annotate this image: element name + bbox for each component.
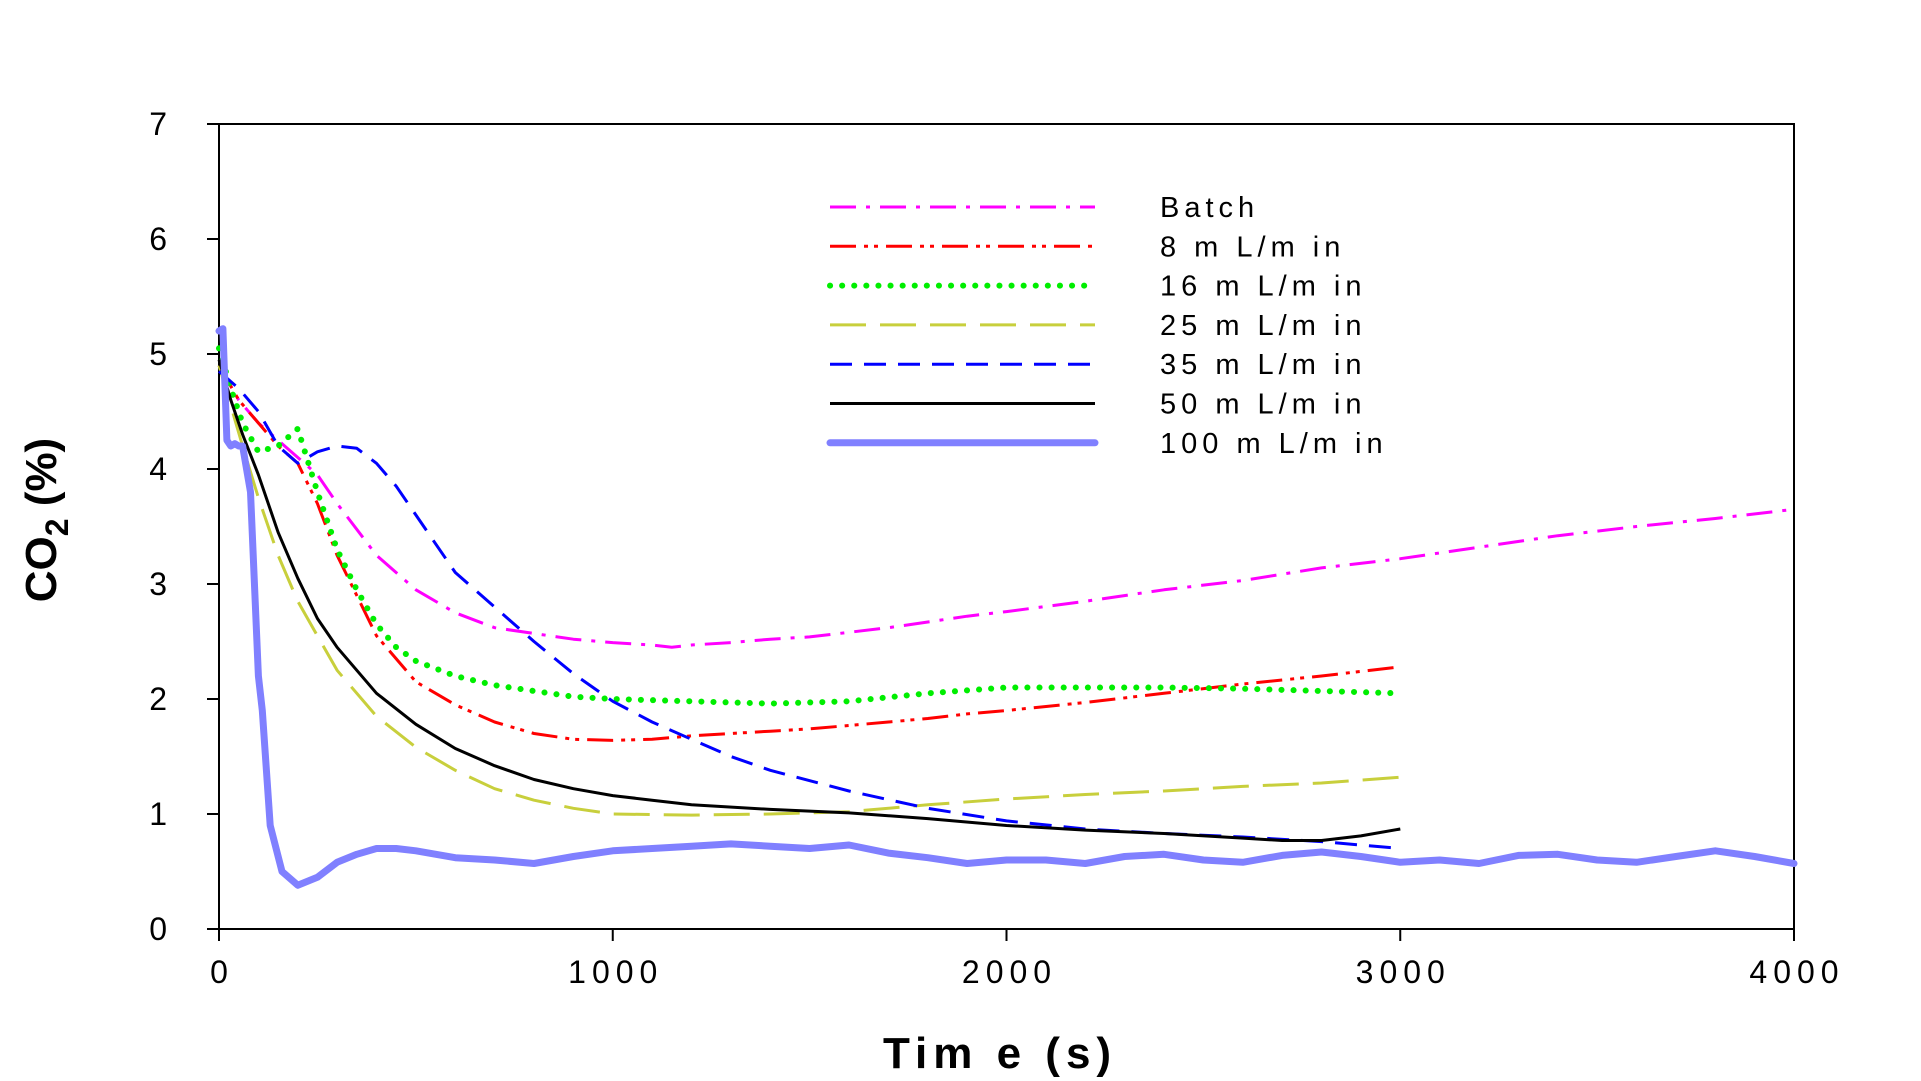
y-axis-title-units: (%) — [17, 438, 66, 519]
series-line-3 — [216, 345, 1404, 707]
legend-label-2: 8 m L/m in — [1160, 231, 1345, 263]
series-line-2 — [217, 364, 1401, 742]
series-line-7 — [215, 325, 1798, 889]
y-tick-label: 4 — [149, 451, 167, 487]
y-axis-title-main: CO — [17, 536, 66, 602]
y-tick-label: 5 — [149, 336, 167, 372]
x-tick-label: 4000 — [1749, 954, 1844, 990]
y-axis-title-subscript: 2 — [39, 518, 75, 536]
y-tick-label: 6 — [149, 221, 167, 257]
x-tick-label: 1000 — [568, 954, 663, 990]
y-axis-title: CO2 (%) — [17, 438, 75, 602]
y-tick-label: 0 — [149, 911, 167, 947]
series-line-4 — [217, 365, 1401, 817]
legend-label-7: 100 m L/m in — [1160, 428, 1388, 460]
x-tick-label: 3000 — [1356, 954, 1451, 990]
x-tick-label: 2000 — [962, 954, 1057, 990]
legend-label-4: 25 m L/m in — [1160, 310, 1367, 342]
plot-area-frame — [218, 123, 1795, 930]
y-tick-label: 3 — [149, 566, 167, 602]
series-line-5 — [218, 370, 1401, 850]
legend-label-1: Batch — [1160, 192, 1259, 224]
legend-label-3: 16 m L/m in — [1160, 271, 1367, 303]
y-tick-label: 7 — [149, 106, 167, 142]
y-tick-label: 2 — [149, 681, 167, 717]
legend-label-5: 35 m L/m in — [1160, 349, 1367, 381]
legend-label-6: 50 m L/m in — [1160, 389, 1367, 421]
x-axis-title: Tim e (s) — [883, 1029, 1117, 1078]
x-tick-label: 0 — [210, 954, 234, 990]
y-tick-label: 1 — [149, 796, 167, 832]
series-line-1 — [217, 364, 1795, 649]
series-line-6 — [217, 359, 1401, 842]
